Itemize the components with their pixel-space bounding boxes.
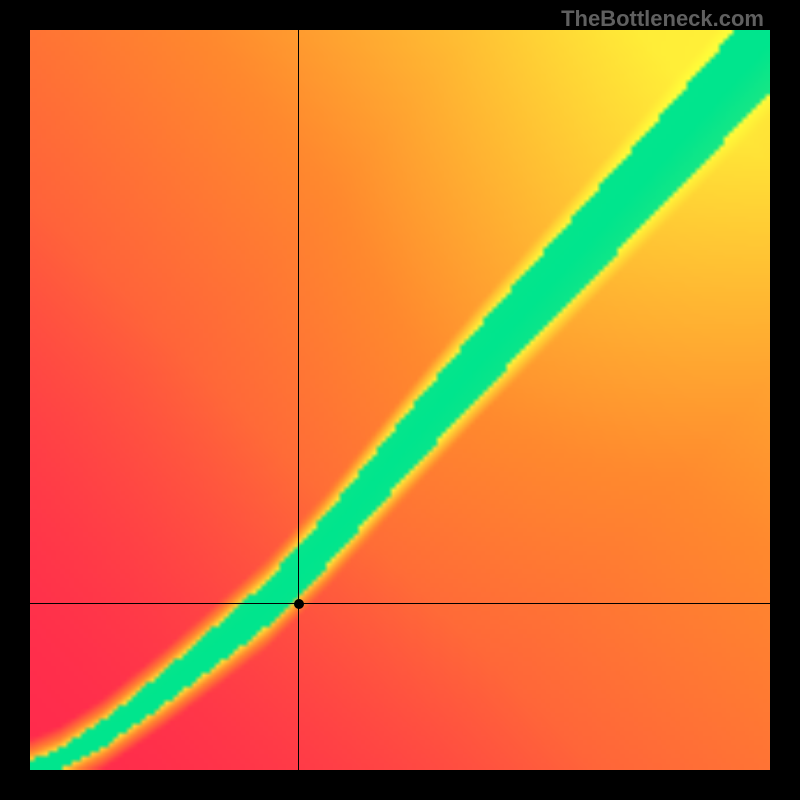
- heatmap-plot: [30, 30, 770, 770]
- crosshair-horizontal: [30, 603, 770, 604]
- heatmap-canvas: [30, 30, 770, 770]
- outer-frame: TheBottleneck.com: [0, 0, 800, 800]
- watermark-text: TheBottleneck.com: [561, 6, 764, 32]
- crosshair-vertical: [298, 30, 299, 770]
- intersection-marker: [294, 599, 304, 609]
